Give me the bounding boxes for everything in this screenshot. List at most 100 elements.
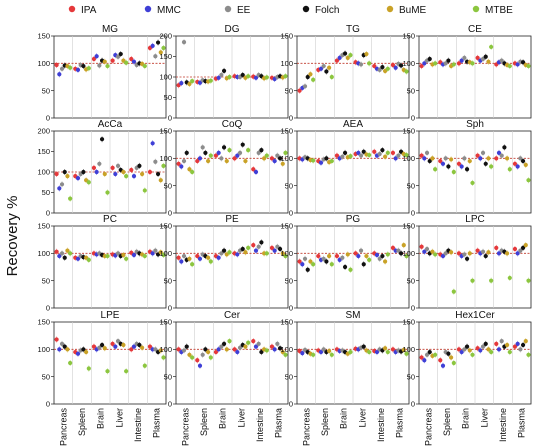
data-point: [84, 349, 89, 355]
data-point: [489, 44, 494, 50]
panel-title: Cer: [224, 310, 241, 321]
data-point: [91, 56, 97, 62]
data-point: [480, 344, 486, 349]
y-tick-label: 100: [280, 345, 293, 354]
y-tick-label: 50: [407, 276, 415, 285]
data-point: [383, 346, 388, 351]
data-point: [489, 278, 494, 283]
y-tick-label: 0: [289, 304, 293, 313]
y-axis-label: Recovery %: [4, 196, 21, 277]
data-point: [443, 61, 448, 66]
x-tick-label: Intestine: [376, 408, 386, 442]
y-tick-label: 150: [402, 127, 415, 136]
y-tick-label: 50: [285, 181, 293, 190]
data-point: [300, 351, 305, 356]
data-point: [102, 59, 107, 64]
data-point: [251, 243, 256, 248]
data-point: [329, 352, 334, 357]
data-point: [422, 249, 427, 254]
data-point: [496, 251, 502, 256]
data-point: [75, 176, 81, 181]
data-point: [219, 156, 224, 161]
data-point: [94, 169, 99, 175]
data-point: [398, 63, 404, 68]
data-point: [190, 169, 195, 175]
data-point: [81, 169, 86, 175]
data-point: [367, 349, 372, 355]
data-point: [94, 54, 99, 59]
data-point: [489, 164, 494, 169]
data-point: [97, 345, 102, 350]
y-tick-label: 150: [159, 127, 172, 136]
data-point: [478, 348, 483, 353]
data-point: [269, 344, 275, 349]
data-point: [385, 150, 390, 155]
data-point: [486, 250, 491, 255]
legend-label: BuME: [399, 5, 427, 16]
x-tick-label: Plasma: [517, 408, 527, 438]
data-point: [467, 348, 472, 353]
data-point: [264, 75, 269, 80]
data-point: [153, 248, 158, 253]
data-point: [367, 152, 372, 158]
y-tick-label: 50: [407, 181, 415, 190]
data-point: [208, 153, 213, 158]
data-point: [213, 349, 219, 355]
data-point: [184, 150, 189, 155]
data-point: [342, 264, 348, 270]
data-point: [518, 347, 523, 352]
legend-label: EE: [237, 5, 251, 16]
data-point: [190, 79, 195, 84]
data-point: [187, 167, 192, 172]
data-point: [419, 153, 424, 158]
y-tick-label: 0: [168, 304, 172, 313]
data-point: [259, 148, 264, 153]
y-tick-label: 0: [168, 209, 172, 218]
data-point: [105, 63, 110, 69]
data-point: [59, 66, 65, 71]
data-point: [345, 252, 350, 257]
y-tick-label: 50: [42, 86, 50, 95]
panel-tg: TG 0 50 100 150: [280, 24, 410, 123]
data-point: [57, 186, 62, 191]
data-point: [129, 167, 134, 173]
data-point: [54, 249, 59, 254]
y-tick-label: 100: [37, 249, 50, 258]
data-point: [68, 196, 73, 201]
x-tick-label: Liver: [479, 408, 489, 428]
x-tick-label: Pancreas: [58, 408, 68, 446]
data-point: [377, 256, 382, 261]
data-point: [311, 262, 316, 267]
data-point: [464, 344, 470, 349]
data-point: [398, 251, 404, 256]
y-tick-label: 0: [411, 400, 415, 409]
data-point: [464, 167, 470, 172]
data-point: [305, 267, 310, 272]
data-point: [475, 55, 480, 60]
data-point: [137, 342, 142, 348]
data-point: [227, 250, 232, 255]
y-tick-label: 150: [402, 222, 415, 231]
data-point: [380, 148, 385, 153]
data-point: [86, 66, 91, 71]
data-point: [216, 255, 221, 260]
data-point: [272, 248, 277, 253]
data-point: [297, 88, 302, 93]
data-point: [512, 161, 518, 166]
data-point: [480, 150, 486, 155]
data-point: [150, 141, 155, 146]
data-point: [364, 51, 369, 57]
data-point: [329, 262, 334, 267]
data-point: [121, 342, 126, 348]
data-point: [142, 188, 147, 193]
data-point: [253, 248, 259, 253]
data-point: [518, 156, 523, 161]
data-point: [54, 62, 59, 68]
data-point: [118, 51, 123, 57]
y-tick-label: 50: [164, 181, 172, 190]
data-point: [364, 253, 369, 259]
data-point: [129, 347, 134, 352]
data-point: [256, 150, 261, 155]
data-point: [68, 65, 73, 70]
x-tick-label: Spleen: [442, 408, 452, 436]
